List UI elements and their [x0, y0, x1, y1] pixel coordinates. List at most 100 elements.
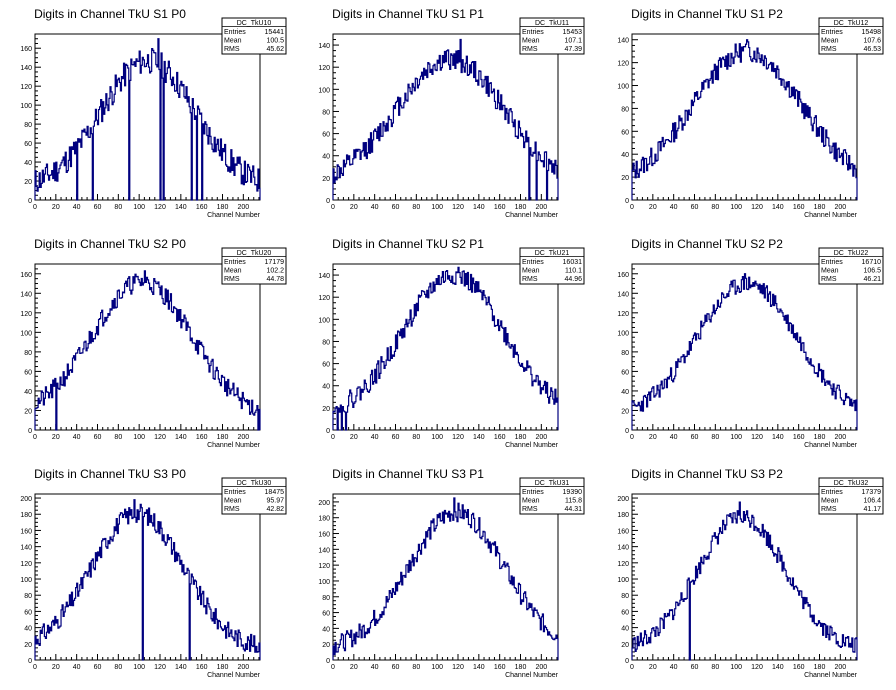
stats-name: DC_TkU32	[834, 480, 869, 487]
stats-entries-value: 15441	[265, 29, 285, 36]
x-tick-label: 0	[630, 204, 634, 211]
x-axis-label: Channel Number	[804, 442, 858, 449]
y-tick-label: 60	[621, 369, 629, 376]
x-tick-label: 140	[772, 434, 784, 441]
x-tick-label: 160	[196, 434, 208, 441]
x-tick-label: 0	[33, 664, 37, 671]
y-tick-label: 0	[625, 198, 629, 205]
x-tick-label: 60	[392, 204, 400, 211]
stats-name: DC_TkU31	[535, 480, 570, 487]
chart-title: Digits in Channel TkU S3 P1	[332, 467, 484, 481]
y-tick-label: 20	[621, 175, 629, 182]
y-tick-label: 120	[20, 84, 32, 91]
x-axis-label: Channel Number	[804, 212, 858, 219]
stats-box: DC_TkU21 Entries 16031 Mean 110.1 RMS 44.96	[519, 247, 585, 285]
y-tick-label: 0	[326, 658, 330, 665]
stats-mean-value: 100.5	[266, 38, 284, 45]
stats-mean-value: 95.97	[266, 498, 284, 505]
stats-name: DC_TkU30	[237, 480, 272, 487]
stats-entries-value: 16031	[563, 259, 583, 266]
stats-entries-label: Entries	[224, 259, 246, 266]
x-tick-label: 160	[494, 204, 506, 211]
x-tick-label: 20	[649, 204, 657, 211]
x-tick-label: 120	[452, 664, 464, 671]
stats-box-frame	[818, 247, 884, 285]
y-tick-label: 140	[318, 273, 330, 280]
stats-mean-label: Mean	[821, 498, 839, 505]
x-tick-label: 60	[94, 434, 102, 441]
y-tick-label: 60	[24, 609, 32, 616]
stats-box-frame	[221, 247, 287, 285]
y-tick-label: 20	[24, 179, 32, 186]
stats-box-frame	[221, 477, 287, 515]
stats-mean-value: 106.5	[863, 268, 881, 275]
x-tick-label: 120	[154, 204, 166, 211]
chart-title: Digits in Channel TkU S1 P2	[631, 7, 783, 21]
stats-rms-value: 42.82	[266, 506, 284, 513]
y-tick-label: 60	[621, 129, 629, 136]
y-tick-label: 80	[621, 593, 629, 600]
stats-box: DC_TkU32 Entries 17379 Mean 106.4 RMS 41.17	[818, 477, 884, 515]
stats-entries-value: 16710	[862, 259, 882, 266]
x-tick-label: 40	[371, 664, 379, 671]
y-tick-label: 20	[322, 406, 330, 413]
stats-entries-label: Entries	[224, 489, 246, 496]
x-tick-label: 80	[114, 664, 122, 671]
x-tick-label: 160	[793, 664, 805, 671]
y-tick-label: 140	[617, 38, 629, 45]
y-tick-label: 200	[20, 496, 32, 503]
y-tick-label: 160	[20, 272, 32, 279]
y-tick-label: 100	[20, 103, 32, 110]
y-tick-label: 180	[617, 512, 629, 519]
stats-mean-label: Mean	[224, 498, 242, 505]
stats-mean-label: Mean	[224, 268, 242, 275]
y-tick-label: 140	[318, 43, 330, 50]
stats-entries-label: Entries	[522, 489, 544, 496]
x-tick-label: 160	[793, 204, 805, 211]
histogram-panel-8: Digits in Channel TkU S3 P1 0 20 40 60 80 100 1…	[318, 467, 585, 679]
y-tick-label: 140	[617, 291, 629, 298]
x-tick-label: 160	[494, 434, 506, 441]
x-tick-label: 0	[630, 664, 634, 671]
x-tick-label: 0	[33, 204, 37, 211]
y-tick-label: 20	[322, 642, 330, 649]
x-tick-label: 60	[392, 664, 400, 671]
x-tick-label: 80	[412, 664, 420, 671]
x-axis-label: Channel Number	[505, 212, 559, 219]
stats-entries-value: 17179	[265, 259, 285, 266]
plot-frame	[332, 263, 559, 431]
x-tick-label: 0	[331, 204, 335, 211]
y-tick-label: 200	[617, 496, 629, 503]
x-tick-label: 140	[473, 204, 485, 211]
stats-rms-label: RMS	[522, 506, 538, 513]
y-tick-label: 120	[318, 563, 330, 570]
stats-mean-label: Mean	[522, 268, 540, 275]
x-tick-label: 100	[730, 434, 742, 441]
x-tick-label: 200	[834, 664, 846, 671]
y-tick-label: 80	[322, 595, 330, 602]
y-tick-label: 160	[617, 272, 629, 279]
x-tick-label: 180	[217, 204, 229, 211]
x-tick-label: 180	[814, 434, 826, 441]
y-tick-label: 100	[318, 579, 330, 586]
x-tick-label: 160	[196, 204, 208, 211]
y-tick-label: 120	[318, 65, 330, 72]
x-tick-label: 100	[730, 204, 742, 211]
stats-entries-value: 15453	[563, 29, 583, 36]
histogram-panel-1: Digits in Channel TkU S1 P0 0 20 40 60 80 100 1…	[20, 7, 287, 219]
y-tick-label: 20	[621, 642, 629, 649]
y-tick-label: 120	[318, 295, 330, 302]
stats-box-frame	[818, 477, 884, 515]
x-tick-label: 140	[772, 664, 784, 671]
x-tick-label: 200	[237, 204, 249, 211]
stats-rms-label: RMS	[522, 276, 538, 283]
y-tick-label: 20	[24, 642, 32, 649]
chart-title: Digits in Channel TkU S2 P1	[332, 237, 484, 251]
y-tick-label: 60	[322, 132, 330, 139]
y-tick-label: 100	[318, 87, 330, 94]
x-axis-label: Channel Number	[505, 442, 559, 449]
x-tick-label: 160	[196, 664, 208, 671]
plot-frame	[34, 493, 261, 661]
y-tick-label: 20	[621, 408, 629, 415]
x-tick-label: 80	[711, 664, 719, 671]
